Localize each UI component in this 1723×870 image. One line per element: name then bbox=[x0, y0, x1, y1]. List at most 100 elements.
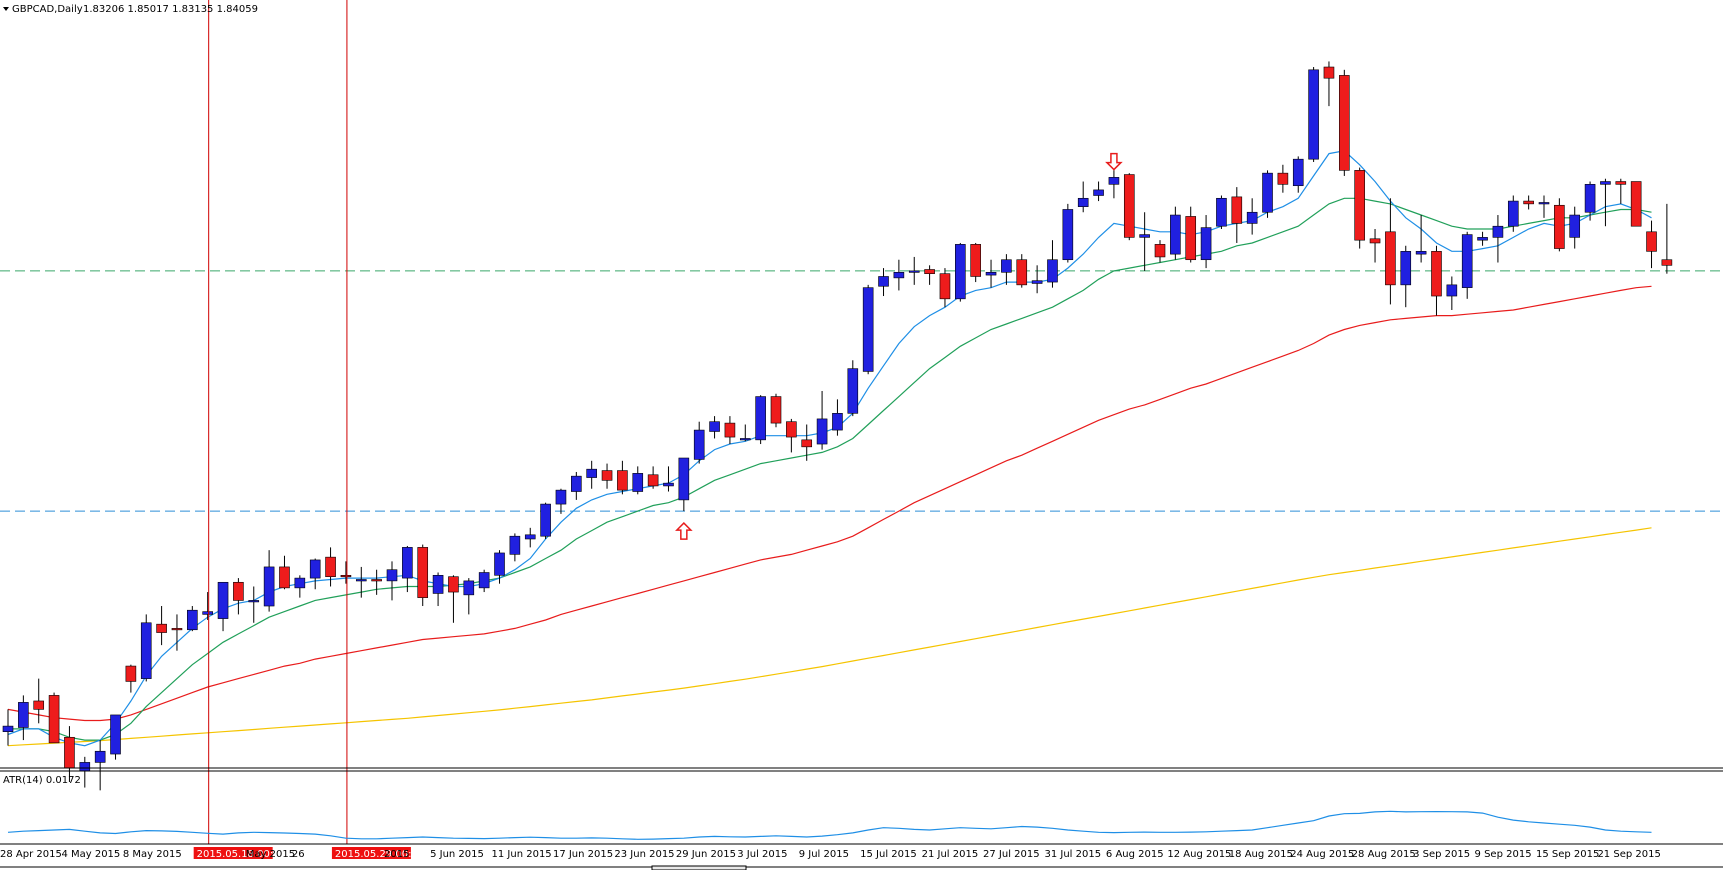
candle-body bbox=[110, 714, 121, 755]
candle bbox=[1492, 215, 1504, 263]
candle bbox=[1477, 231, 1488, 246]
x-tick-label: 26 bbox=[292, 849, 305, 860]
candle bbox=[171, 614, 183, 651]
candle bbox=[540, 502, 551, 539]
scrollbar-thumb[interactable] bbox=[651, 865, 747, 870]
candle-body bbox=[1277, 172, 1289, 185]
candle bbox=[724, 416, 736, 445]
x-tick-label: 28 Aug 2015 bbox=[1352, 849, 1416, 860]
candle bbox=[1031, 265, 1043, 294]
x-tick-label: 21 Jul 2015 bbox=[922, 849, 979, 860]
candle-body bbox=[1584, 184, 1596, 213]
x-tick-label: 18 Aug 2015 bbox=[1229, 849, 1293, 860]
x-tick-label: 2015 bbox=[384, 849, 409, 860]
candle-body bbox=[1139, 234, 1150, 238]
candle-body bbox=[18, 702, 29, 728]
arrow-down-icon bbox=[1105, 152, 1123, 171]
ma-slow-line bbox=[7, 285, 1652, 722]
x-tick-label: 11 Jun 2015 bbox=[492, 849, 552, 860]
candle bbox=[18, 695, 29, 741]
candle-body bbox=[371, 579, 382, 582]
candle-body bbox=[1538, 202, 1550, 205]
x-tick-label: 12 Aug 2015 bbox=[1167, 849, 1231, 860]
candle-body bbox=[801, 439, 813, 448]
candle-body bbox=[1016, 259, 1028, 286]
candle bbox=[1630, 181, 1642, 227]
candle-body bbox=[1262, 172, 1273, 213]
candle bbox=[1446, 276, 1458, 310]
candle-body bbox=[1477, 237, 1488, 241]
candle bbox=[1523, 195, 1534, 210]
bottom-scrollbar[interactable] bbox=[0, 865, 1723, 870]
main-panel bbox=[0, 0, 1723, 844]
candle-body bbox=[571, 475, 582, 492]
header: GBPCAD,Daily 1.83206 1.85017 1.83135 1.8… bbox=[3, 4, 258, 15]
x-tick-label: 3 Jul 2015 bbox=[737, 849, 787, 860]
candle-body bbox=[509, 535, 521, 555]
x-tick-highlight-box bbox=[331, 847, 411, 859]
candle-body bbox=[724, 422, 736, 438]
candle-body bbox=[540, 503, 551, 537]
candle bbox=[970, 242, 981, 283]
arrow-up-icon bbox=[675, 522, 693, 540]
candle-body bbox=[202, 611, 213, 615]
candle bbox=[402, 545, 413, 593]
x-tick-label: 27 Jul 2015 bbox=[983, 849, 1040, 860]
candle bbox=[1354, 167, 1365, 249]
signal-arrows bbox=[675, 152, 1123, 540]
candle-body bbox=[217, 581, 229, 619]
candle bbox=[832, 399, 843, 436]
x-tick-label: 5 Jun 2015 bbox=[430, 849, 484, 860]
candle-body bbox=[1339, 75, 1350, 171]
candle bbox=[1154, 240, 1166, 263]
candle-body bbox=[939, 273, 951, 300]
candle bbox=[1661, 203, 1673, 274]
candle bbox=[217, 581, 229, 632]
time-axis-labels: 28 Apr 2015 4 May 2015 8 May 2015 2015.05.1… bbox=[0, 847, 1661, 860]
candle-body bbox=[1292, 158, 1304, 187]
candle-body bbox=[279, 566, 290, 589]
candle bbox=[663, 466, 674, 492]
candle bbox=[1047, 240, 1058, 288]
candle bbox=[555, 488, 567, 514]
candle-body bbox=[48, 695, 60, 744]
candle bbox=[1139, 212, 1150, 271]
candle-body bbox=[33, 700, 45, 710]
candle-body bbox=[1354, 170, 1365, 241]
candle bbox=[463, 578, 475, 615]
candle bbox=[263, 550, 275, 612]
candle-body bbox=[1554, 204, 1565, 249]
x-tick-label: 29 Jun 2015 bbox=[676, 849, 736, 860]
candle bbox=[1093, 181, 1104, 202]
candle bbox=[1123, 173, 1135, 241]
candle bbox=[1216, 195, 1227, 230]
ma-mid-line bbox=[8, 197, 1652, 741]
candle bbox=[1646, 220, 1657, 269]
candle bbox=[478, 569, 490, 593]
candle-body bbox=[294, 577, 306, 589]
candle-body bbox=[586, 468, 597, 478]
candle bbox=[156, 606, 167, 646]
candle-body bbox=[663, 482, 674, 487]
candle-body bbox=[263, 566, 275, 607]
candle-body bbox=[1492, 225, 1504, 238]
candle-body bbox=[1400, 251, 1412, 286]
candle-body bbox=[678, 457, 690, 501]
candle-body bbox=[632, 473, 644, 492]
candle-body bbox=[1093, 189, 1104, 196]
candle bbox=[801, 424, 813, 461]
candles bbox=[2, 61, 1673, 791]
candle bbox=[1016, 254, 1028, 288]
candle bbox=[509, 533, 521, 562]
candle bbox=[294, 575, 306, 598]
candle-body bbox=[1047, 259, 1058, 283]
collapse-triangle-icon[interactable] bbox=[3, 7, 9, 11]
candle bbox=[1369, 229, 1381, 263]
candle bbox=[448, 575, 459, 623]
candle bbox=[432, 572, 444, 607]
x-tick-label: 9 Jul 2015 bbox=[799, 849, 849, 860]
candle-body bbox=[432, 575, 444, 594]
candle-body bbox=[1600, 181, 1611, 185]
candle bbox=[1262, 170, 1273, 218]
